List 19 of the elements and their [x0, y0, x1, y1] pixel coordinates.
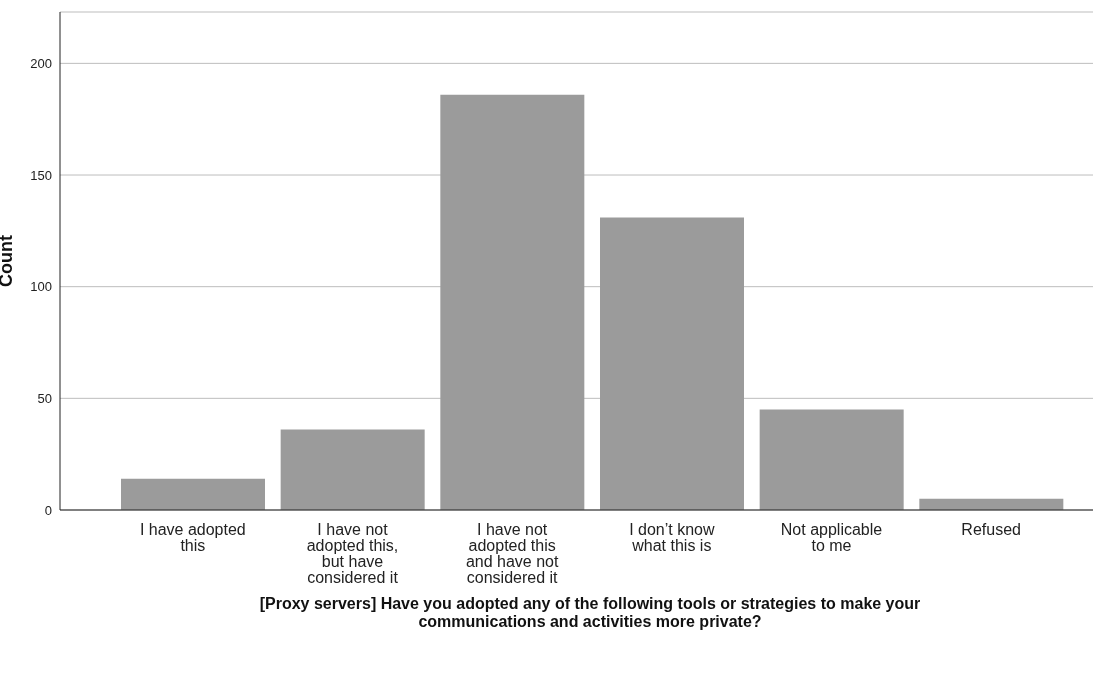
y-tick-label: 50: [37, 390, 52, 406]
bar: [280, 429, 425, 510]
bar: [919, 498, 1064, 510]
y-tick-label: 0: [44, 502, 52, 518]
bar: [759, 409, 904, 510]
y-axis-title: Count: [0, 235, 17, 287]
x-tick-label: Not applicable to me: [780, 521, 883, 555]
x-tick-label: I don’t know what this is: [629, 521, 715, 555]
x-tick-label: I have not adopted this, but have considered it: [306, 521, 399, 587]
y-tick-label: 100: [30, 279, 52, 295]
bar: [440, 94, 585, 510]
y-tick-label: 150: [30, 167, 52, 183]
x-tick-label: Refused: [961, 521, 1021, 539]
x-axis-title: [Proxy servers] Have you adopted any of the following tools or strategies to make your communications and activities more private?: [258, 595, 922, 631]
x-tick-label: I have adopted this: [139, 521, 246, 555]
x-tick-label: I have not adopted this and have not considered it: [465, 521, 559, 587]
y-tick-label: 200: [30, 55, 52, 71]
bar: [121, 478, 265, 510]
bar: [600, 217, 744, 510]
